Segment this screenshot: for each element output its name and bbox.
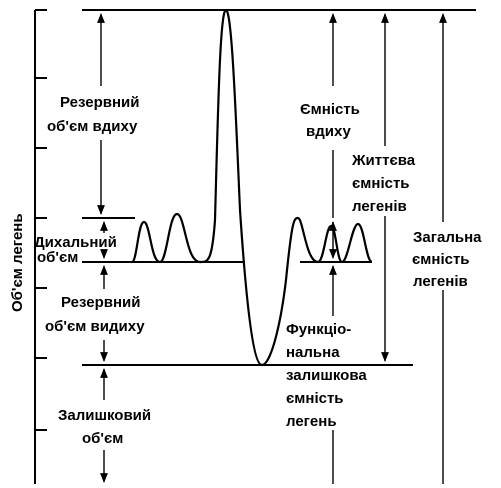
label-inspiratory-reserve: Резервний об'єм вдиху <box>47 94 144 135</box>
spirogram-curve <box>130 8 374 367</box>
label-vital-capacity: Життєва ємність легенів <box>351 152 419 215</box>
label-total-capacity: Загальна ємність легенів <box>412 229 486 290</box>
label-expiratory-reserve: Резервний об'єм видиху <box>45 294 145 335</box>
label-residual-volume: Залишковий об'єм <box>58 407 155 447</box>
axis-ticks <box>35 9 47 431</box>
label-inspiratory-capacity: Ємність вдиху <box>300 101 364 140</box>
axis-label: Об'єм легень <box>9 213 26 312</box>
label-tidal-volume: Дихальний об'єм <box>34 234 121 266</box>
label-functional-residual-capacity: Функціо- нальна залишкова ємність легень <box>286 321 371 430</box>
